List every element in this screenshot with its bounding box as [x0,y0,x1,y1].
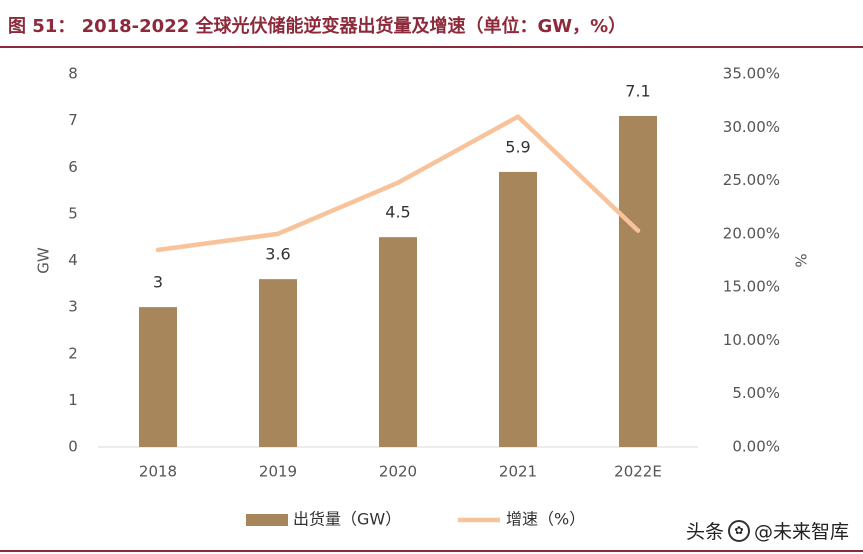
bar-data-label: 5.9 [505,137,530,156]
bar-data-label: 7.1 [625,81,650,100]
bar [139,307,177,447]
growth-point [517,116,519,118]
y-right-tick-label: 5.00% [732,384,780,402]
bar [259,279,297,447]
y-right-tick-label: 20.00% [723,224,780,242]
y-right-tick-label: 0.00% [732,438,780,456]
bar-data-label: 3.6 [265,245,290,264]
figure-title: 图 51： 2018-2022 全球光伏储能逆变器出货量及增速（单位：GW，%） [8,16,627,37]
bar [499,171,537,447]
bar-data-label: 3 [153,273,163,292]
watermark: 头条 ✿ @未来智库 [686,517,849,544]
x-tick-label: 2018 [139,463,177,481]
y-right-tick-label: 15.00% [723,278,780,296]
growth-point [637,230,639,232]
bar [379,237,417,447]
y-left-tick-label: 2 [68,344,78,362]
watermark-brand: 头条 [685,521,724,543]
y-right-tick-label: 30.00% [723,118,780,136]
growth-line [155,114,641,253]
legend-swatch-bar [246,514,288,526]
watermark-handle: @未来智库 [753,521,849,543]
title-rule [0,46,863,48]
y-left-axis-label: GW [35,247,53,274]
y-left-tick-label: 6 [68,158,78,176]
figure-header: 图 51： 2018-2022 全球光伏储能逆变器出货量及增速（单位：GW，%） [0,0,863,46]
y-right-tick-label: 10.00% [723,331,780,349]
y-left-tick-label: 1 [68,391,78,409]
legend-label-line: 增速（%） [506,510,585,529]
wechat-icon: ✿ [727,519,750,542]
y-right-tick-label: 35.00% [723,65,780,83]
y-right-axis-label: % [792,253,810,267]
y-right-tick-label: 25.00% [723,171,780,189]
y-left-tick-label: 4 [68,251,78,269]
growth-point [157,249,159,251]
y-left-tick-label: 7 [68,111,78,129]
bar [619,115,657,448]
x-tick-label: 2019 [259,463,297,481]
x-tick-label: 2020 [379,463,417,481]
x-tick-label: 2021 [499,463,537,481]
legend-label-bar: 出货量（GW） [293,510,401,529]
y-left-tick-label: 0 [68,438,78,456]
bottom-rule [0,550,863,552]
growth-point [397,182,399,184]
y-left-tick-label: 8 [68,65,78,83]
growth-point [277,233,279,235]
y-left-tick-label: 3 [68,298,78,316]
y-left-tick-label: 5 [68,204,78,222]
x-tick-label: 2022E [614,463,662,481]
bar-data-label: 4.5 [385,203,410,222]
